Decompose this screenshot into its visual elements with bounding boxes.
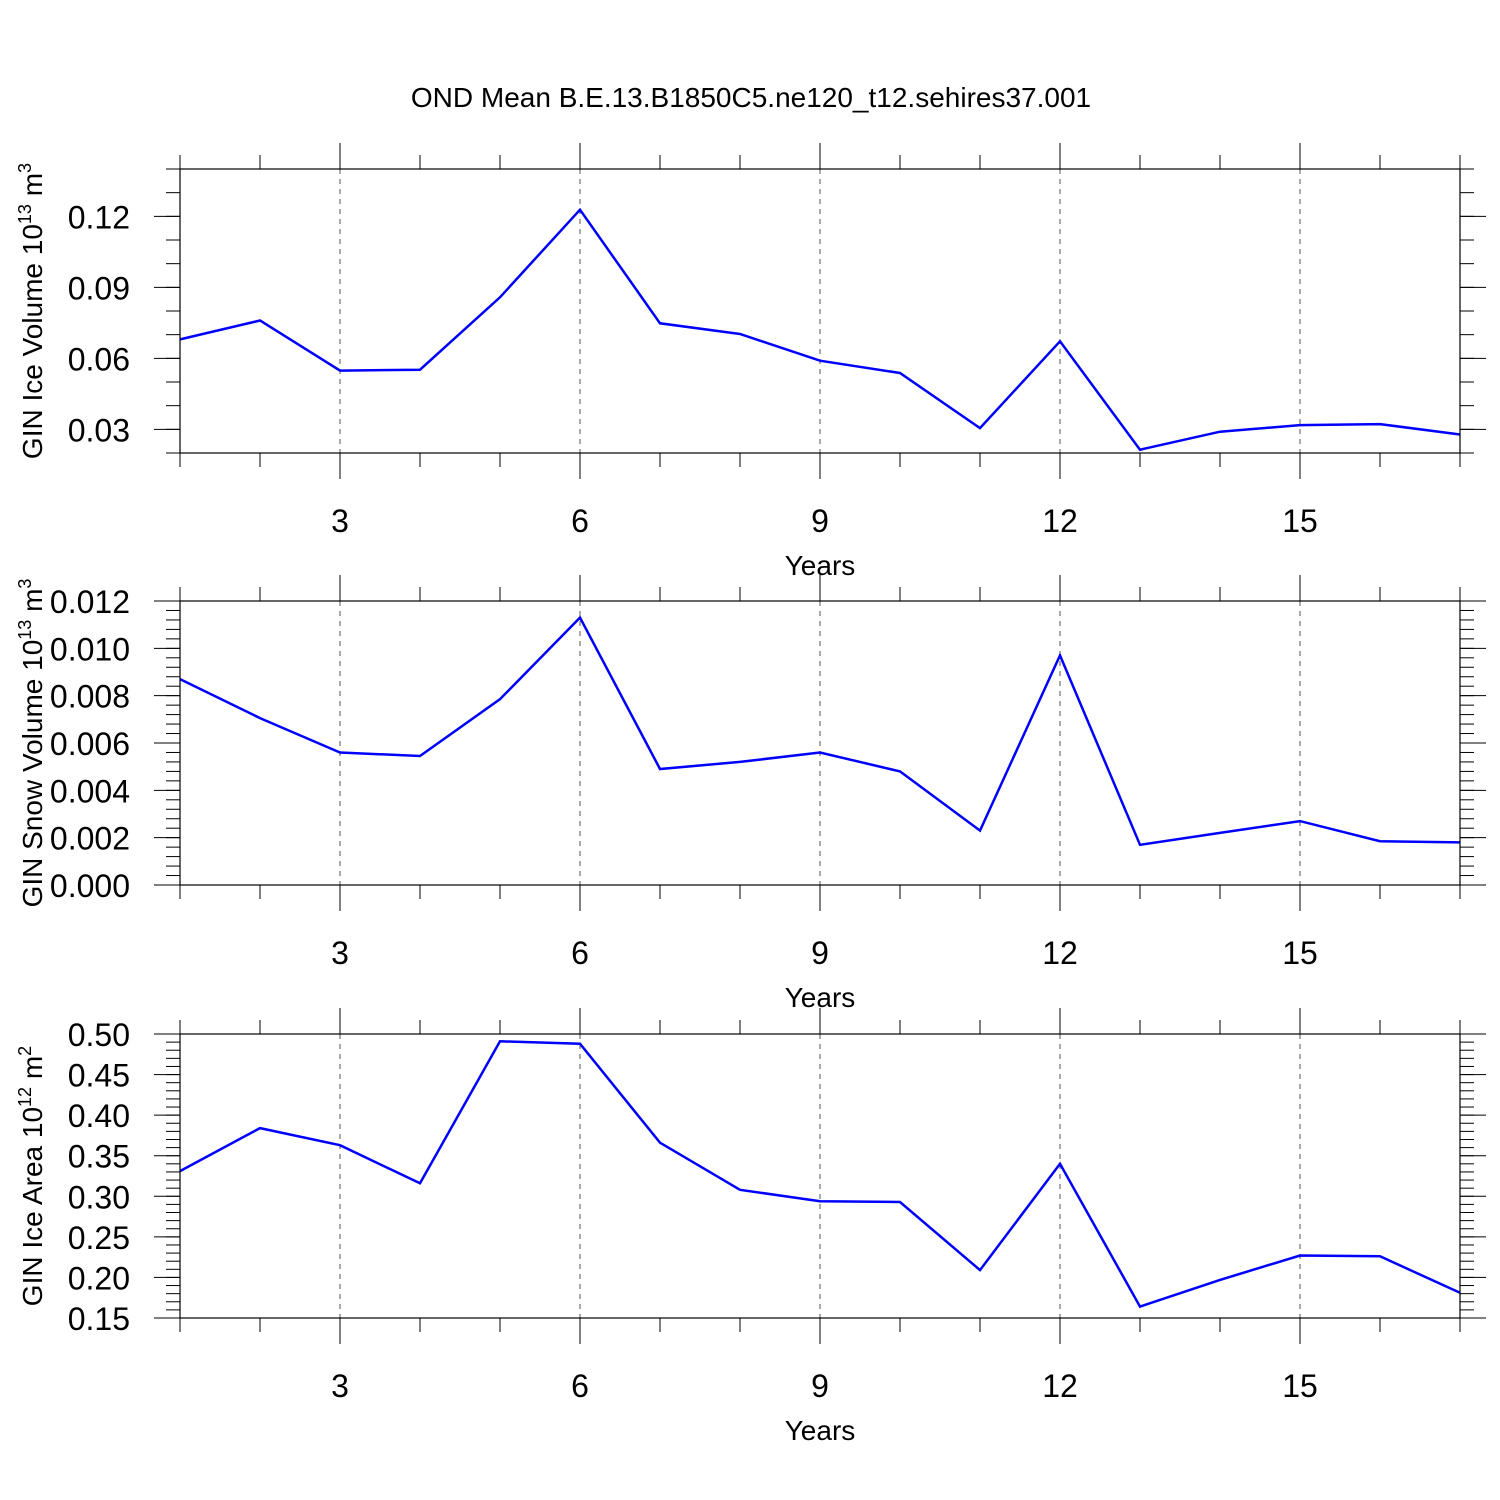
plot-frame: [179, 1033, 1461, 1319]
data-point: [1059, 1162, 1062, 1165]
data-point: [419, 1182, 422, 1185]
y-tick-label: 0.06: [68, 341, 130, 377]
x-tick-label: 3: [331, 503, 349, 539]
x-tick-label: 12: [1042, 935, 1078, 971]
data-point: [1219, 1278, 1222, 1281]
data-point: [899, 770, 902, 773]
data-point: [339, 1144, 342, 1147]
series-line: [179, 615, 1461, 847]
data-point: [819, 359, 822, 362]
data-point: [1299, 820, 1302, 823]
data-point: [899, 1200, 902, 1203]
data-point: [259, 319, 262, 322]
data-point: [979, 1269, 982, 1272]
data-point: [1219, 430, 1222, 433]
data-point: [499, 296, 502, 299]
plot-frame: [179, 168, 1461, 454]
y-tick-label: 0.45: [68, 1058, 130, 1094]
y-tick-label: 0.002: [50, 821, 130, 857]
x-tick-label: 9: [811, 935, 829, 971]
data-point: [1219, 831, 1222, 834]
y-tick-label: 0.30: [68, 1179, 130, 1215]
data-point: [739, 332, 742, 335]
x-tick-label: 12: [1042, 1368, 1078, 1404]
x-tick-label: 15: [1282, 503, 1318, 539]
data-point: [339, 751, 342, 754]
data-point: [1299, 424, 1302, 427]
data-point: [659, 768, 662, 771]
data-point: [739, 1188, 742, 1191]
y-tick-label: 0.15: [68, 1301, 130, 1337]
y-tick-label: 0.25: [68, 1220, 130, 1256]
y-tick-label: 0.09: [68, 270, 130, 306]
y-tick-label: 0.004: [50, 773, 130, 809]
data-point: [739, 760, 742, 763]
plot-frame: [179, 600, 1461, 886]
data-point: [979, 427, 982, 430]
x-axis-label: Years: [785, 982, 856, 1013]
data-point: [1299, 1254, 1302, 1257]
data-point: [979, 829, 982, 832]
data-point: [1379, 1255, 1382, 1258]
data-point: [1059, 340, 1062, 343]
y-axis-label: GIN Ice Volume 1013 m3: [15, 163, 48, 459]
data-point: [579, 1042, 582, 1045]
panel-ice-area: 0.15 0.20 0.25 0.30 0.35 0.40 0.45 0.50 3 6 9 12 15 Y…: [15, 1008, 1486, 1446]
y-tick-label: 0.03: [68, 412, 130, 448]
data-point: [259, 717, 262, 720]
data-point: [659, 322, 662, 325]
x-tick-label: 6: [571, 503, 589, 539]
data-point: [1379, 840, 1382, 843]
y-tick-label: 0.35: [68, 1139, 130, 1175]
data-point: [259, 1127, 262, 1130]
y-tick-label: 0.010: [50, 631, 130, 667]
x-tick-label: 15: [1282, 1368, 1318, 1404]
x-tick-label: 6: [571, 935, 589, 971]
data-point: [419, 755, 422, 758]
data-point: [419, 368, 422, 371]
x-tick-label: 15: [1282, 935, 1318, 971]
data-point: [579, 208, 582, 211]
y-axis-label: GIN Snow Volume 1013 m3: [15, 579, 48, 908]
y-tick-label: 0.50: [68, 1017, 130, 1053]
chart-title: OND Mean B.E.13.B1850C5.ne120_t12.sehire…: [411, 82, 1091, 113]
data-point: [579, 616, 582, 619]
data-point: [1059, 654, 1062, 657]
data-point: [499, 1040, 502, 1043]
y-axis-label: GIN Ice Area 1012 m2: [15, 1046, 48, 1306]
data-point: [819, 1200, 822, 1203]
x-tick-label: 6: [571, 1368, 589, 1404]
x-tick-label: 12: [1042, 503, 1078, 539]
data-point: [1139, 448, 1142, 451]
x-tick-label: 3: [331, 935, 349, 971]
data-point: [499, 698, 502, 701]
data-point: [1139, 1305, 1142, 1308]
y-tick-label: 0.12: [68, 199, 130, 235]
x-tick-label: 9: [811, 503, 829, 539]
y-tick-label: 0.008: [50, 679, 130, 715]
y-tick-label: 0.20: [68, 1260, 130, 1296]
series-line: [179, 1040, 1461, 1309]
data-point: [819, 751, 822, 754]
data-point: [1139, 843, 1142, 846]
y-tick-label: 0.000: [50, 868, 130, 904]
series-line: [179, 207, 1461, 452]
x-axis-label: Years: [785, 1415, 856, 1446]
x-tick-label: 9: [811, 1368, 829, 1404]
data-point: [339, 369, 342, 372]
data-point: [899, 372, 902, 375]
panel-snow-volume: 0.000 0.002 0.004 0.006 0.008 0.010 0.012 3 6 9 12…: [15, 575, 1486, 1013]
data-point: [659, 1141, 662, 1144]
y-tick-label: 0.012: [50, 584, 130, 620]
x-tick-label: 3: [331, 1368, 349, 1404]
y-tick-label: 0.40: [68, 1098, 130, 1134]
data-point: [1379, 423, 1382, 426]
y-tick-label: 0.006: [50, 726, 130, 762]
